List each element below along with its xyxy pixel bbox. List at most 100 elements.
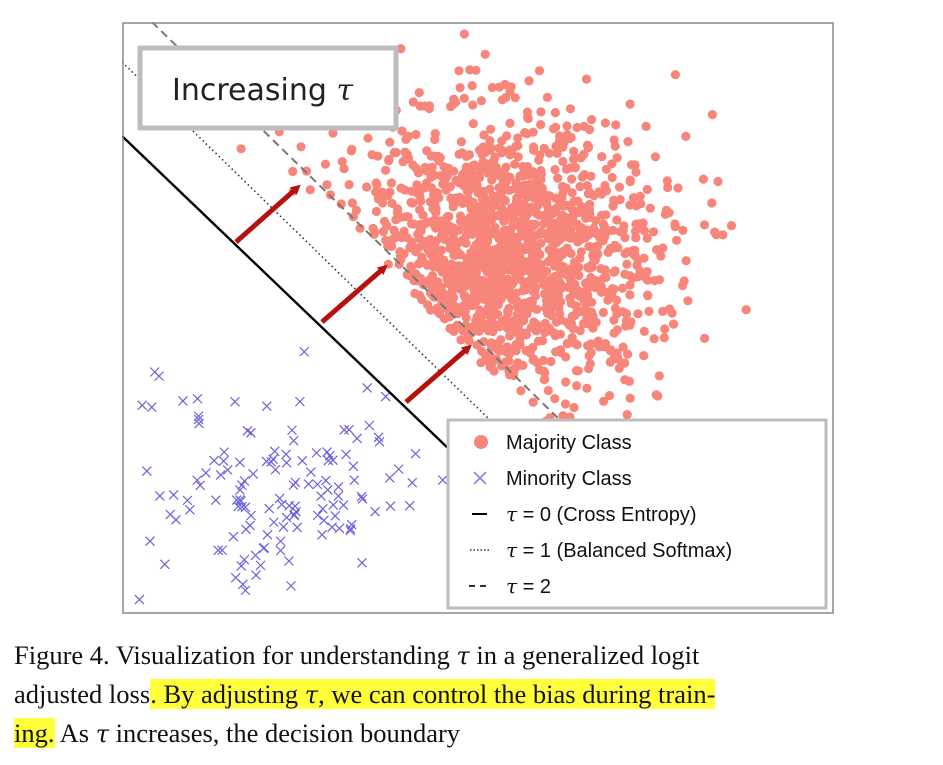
- majority-point: [426, 151, 436, 161]
- majority-point: [567, 174, 577, 184]
- majority-point: [540, 318, 550, 328]
- majority-point: [600, 265, 610, 275]
- minority-point: [288, 435, 299, 446]
- minority-point: [264, 503, 275, 514]
- majority-point: [288, 166, 298, 177]
- minority-point: [362, 382, 373, 393]
- majority-point: [621, 315, 632, 326]
- majority-point: [521, 330, 531, 340]
- majority-point: [320, 159, 331, 169]
- majority-point: [543, 385, 553, 396]
- majority-point: [402, 232, 412, 243]
- majority-point: [456, 137, 466, 147]
- majority-point: [609, 135, 619, 145]
- minority-point: [305, 467, 316, 477]
- majority-point: [604, 391, 615, 401]
- minority-point: [240, 585, 251, 596]
- majority-point: [468, 100, 478, 110]
- majority-point: [502, 253, 512, 263]
- majority-point: [468, 197, 478, 207]
- majority-point: [611, 120, 621, 130]
- minority-point: [246, 510, 256, 521]
- minority-point: [266, 457, 277, 467]
- majority-point: [707, 198, 717, 208]
- minority-point: [352, 433, 363, 444]
- minority-point: [292, 522, 303, 533]
- majority-point: [459, 93, 469, 103]
- majority-point: [544, 230, 554, 240]
- minority-point: [317, 503, 328, 514]
- majority-point: [371, 178, 381, 188]
- majority-point: [448, 223, 458, 233]
- majority-point: [498, 196, 508, 206]
- majority-point: [454, 66, 464, 76]
- minority-point: [251, 570, 261, 581]
- majority-point: [581, 213, 591, 223]
- majority-point: [603, 295, 613, 305]
- majority-point: [707, 110, 718, 120]
- majority-point: [446, 193, 456, 203]
- majority-point: [536, 120, 546, 130]
- majority-point: [612, 215, 622, 225]
- minority-point: [193, 411, 204, 422]
- majority-point: [465, 65, 475, 75]
- majority-point: [449, 326, 459, 336]
- minority-point: [384, 472, 395, 483]
- majority-point: [476, 358, 486, 368]
- caption-line-2: adjusted loss. By adjusting τ, we can co…: [14, 679, 716, 709]
- majority-point: [584, 351, 594, 361]
- majority-point: [468, 119, 478, 129]
- majority-point: [622, 410, 632, 420]
- majority-point: [469, 248, 479, 259]
- majority-point: [612, 295, 622, 305]
- minority-point: [210, 495, 221, 506]
- majority-point: [416, 196, 426, 206]
- minority-point: [357, 494, 368, 504]
- majority-point: [618, 342, 628, 352]
- majority-point: [385, 137, 395, 147]
- majority-point: [479, 130, 489, 140]
- majority-point: [367, 150, 377, 160]
- majority-point: [344, 180, 354, 190]
- majority-point: [377, 187, 388, 197]
- majority-point: [658, 243, 668, 253]
- minority-point: [290, 477, 301, 488]
- majority-point: [610, 303, 620, 313]
- minority-point: [276, 499, 287, 510]
- majority-point: [403, 153, 414, 163]
- minority-point: [200, 468, 211, 478]
- minority-point: [393, 464, 404, 475]
- majority-point: [476, 96, 486, 106]
- minority-point: [234, 457, 245, 468]
- majority-point: [434, 309, 445, 319]
- majority-point: [362, 182, 372, 192]
- majority-point: [558, 411, 568, 421]
- majority-point: [406, 186, 417, 196]
- minority-point: [319, 515, 329, 526]
- minority-point: [348, 461, 359, 472]
- minority-point: [275, 545, 286, 556]
- minority-point: [218, 456, 229, 466]
- majority-point: [601, 339, 611, 349]
- majority-point: [513, 152, 523, 162]
- minority-point: [154, 491, 165, 501]
- majority-point: [505, 331, 515, 341]
- minority-point: [134, 594, 145, 605]
- majority-point: [640, 272, 650, 282]
- minority-point: [357, 557, 367, 568]
- majority-point: [395, 247, 405, 257]
- minority-point: [404, 500, 415, 511]
- majority-point: [698, 174, 709, 184]
- minority-point: [385, 501, 396, 512]
- majority-point: [351, 205, 361, 215]
- minority-point: [255, 560, 266, 571]
- majority-point: [371, 187, 381, 197]
- majority-point: [393, 204, 403, 214]
- majority-point: [387, 241, 397, 251]
- minority-point: [312, 479, 323, 490]
- majority-point: [601, 210, 611, 220]
- majority-point: [534, 66, 545, 76]
- majority-point: [431, 223, 441, 233]
- majority-point: [614, 182, 625, 192]
- majority-point: [519, 171, 529, 181]
